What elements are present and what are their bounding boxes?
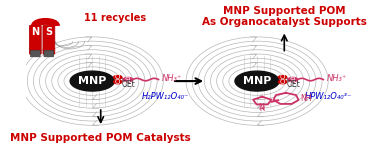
Text: N: N [31,27,39,37]
FancyBboxPatch shape [30,50,40,57]
Text: HPW₁₂O₄₀³⁻: HPW₁₂O₄₀³⁻ [305,92,352,101]
Text: O: O [115,74,121,80]
FancyBboxPatch shape [44,50,54,57]
Text: S: S [45,27,53,37]
FancyBboxPatch shape [29,25,41,54]
Text: O: O [280,79,285,85]
Circle shape [114,80,122,84]
Text: H: H [259,106,264,112]
Text: MNP Supported POM Catalysts: MNP Supported POM Catalysts [10,133,191,143]
Circle shape [235,71,279,91]
Text: MNP: MNP [78,76,106,86]
Text: O: O [115,79,121,85]
Circle shape [114,75,122,79]
Text: O: O [280,74,285,80]
Text: MNP Supported POM: MNP Supported POM [223,6,345,16]
Text: NH₃⁺: NH₃⁺ [162,74,182,82]
Text: H₂PW₁₂O₄₀⁻: H₂PW₁₂O₄₀⁻ [141,92,189,101]
Circle shape [70,71,114,91]
Text: N: N [259,103,264,112]
Text: Si: Si [290,76,296,83]
Circle shape [288,77,297,82]
Circle shape [279,75,287,79]
Text: NH: NH [301,94,312,103]
Text: MNP: MNP [243,76,271,86]
Text: NH₃⁺: NH₃⁺ [327,74,347,82]
Text: Si: Si [125,76,131,83]
Text: OEt: OEt [122,80,136,89]
Text: As Organocatalyst Supports: As Organocatalyst Supports [202,17,367,27]
Circle shape [279,80,287,84]
FancyBboxPatch shape [43,25,55,54]
Text: 11 recycles: 11 recycles [84,13,146,23]
Text: OEt: OEt [287,80,301,89]
Circle shape [123,77,133,82]
